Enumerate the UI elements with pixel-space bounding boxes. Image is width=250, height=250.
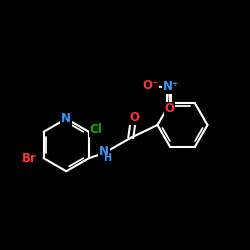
Text: O: O [164,102,174,115]
Text: Cl: Cl [90,123,102,136]
Text: N: N [61,112,71,125]
Text: N: N [99,146,109,158]
Text: N⁺: N⁺ [163,80,179,93]
Text: H: H [103,152,111,163]
Text: O⁻: O⁻ [142,78,158,92]
Text: O: O [130,111,140,124]
Text: Br: Br [22,152,37,164]
